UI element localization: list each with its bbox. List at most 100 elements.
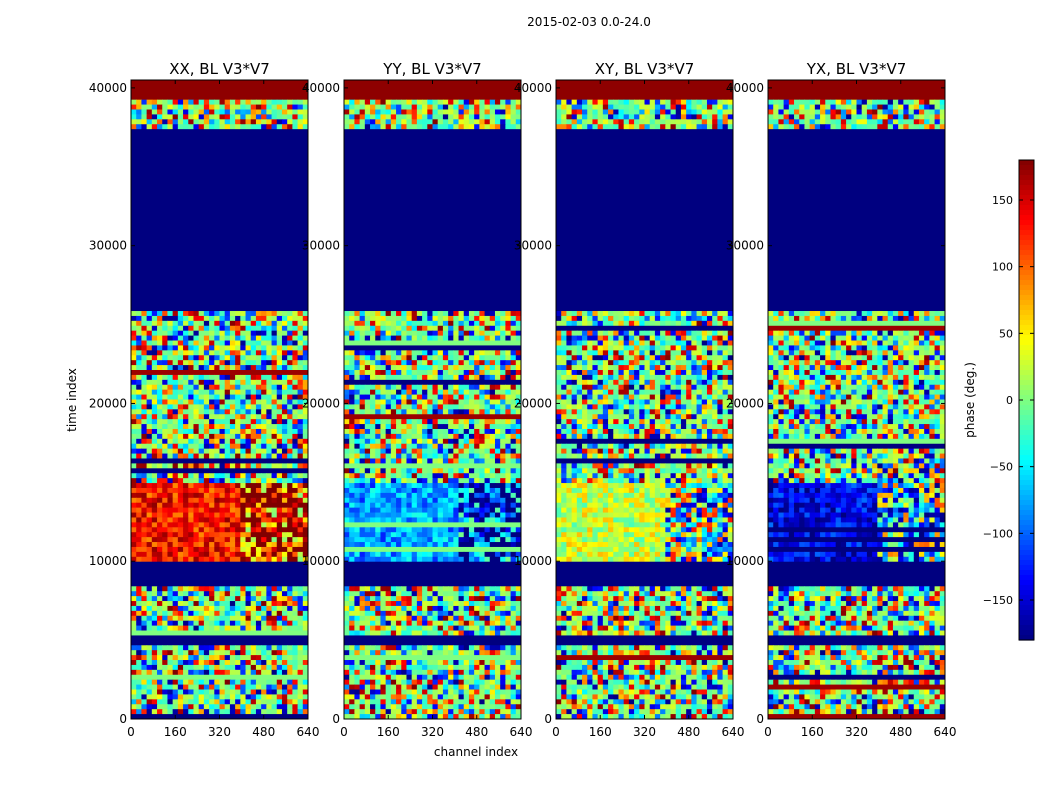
heatmap-cell xyxy=(188,556,195,563)
heatmap-cell xyxy=(131,109,137,116)
heatmap-cell xyxy=(255,620,262,627)
heatmap-cell xyxy=(474,453,480,460)
heatmap-cell xyxy=(364,615,371,622)
heatmap-cell xyxy=(484,483,491,489)
heatmap-cell xyxy=(401,674,408,681)
heatmap-cell xyxy=(390,335,397,342)
heatmap-cell xyxy=(292,414,299,420)
heatmap-cell xyxy=(198,502,205,509)
heatmap-cell xyxy=(266,586,273,592)
heatmap-cell xyxy=(344,428,350,435)
heatmap-cell xyxy=(281,591,288,597)
heatmap-cell xyxy=(448,330,454,337)
heatmap-cell xyxy=(209,522,215,528)
heatmap-cell xyxy=(188,345,195,351)
heatmap-cell xyxy=(390,448,397,455)
heatmap-cell xyxy=(349,532,356,538)
heatmap-cell xyxy=(198,394,205,401)
heatmap-cell xyxy=(359,399,366,406)
heatmap-band xyxy=(131,183,308,189)
heatmap-cell xyxy=(427,458,434,464)
heatmap-cell xyxy=(276,443,283,450)
heatmap-cell xyxy=(188,596,195,602)
heatmap-cell xyxy=(214,522,221,528)
heatmap-cell xyxy=(183,625,189,632)
heatmap-cell xyxy=(349,605,356,612)
heatmap-cell xyxy=(354,660,361,666)
heatmap-cell xyxy=(240,689,247,696)
heatmap-cell xyxy=(422,443,428,450)
y-tick-label: 30000 xyxy=(89,239,127,253)
heatmap-cell xyxy=(427,360,434,366)
heatmap-cell xyxy=(432,320,439,327)
heatmap-cell xyxy=(141,610,148,617)
heatmap-cell xyxy=(453,483,460,489)
heatmap-cell xyxy=(401,404,408,410)
heatmap-cell xyxy=(479,389,486,396)
heatmap-band xyxy=(344,173,521,179)
heatmap-cell xyxy=(474,119,480,125)
heatmap-cell xyxy=(422,468,428,474)
heatmap-cell xyxy=(157,311,163,317)
heatmap-cell xyxy=(198,114,205,120)
heatmap-cell xyxy=(396,502,402,509)
heatmap-cell xyxy=(385,664,392,671)
heatmap-cell xyxy=(224,669,231,676)
heatmap-cell xyxy=(442,99,449,106)
heatmap-cell xyxy=(401,384,408,391)
heatmap-cell xyxy=(489,389,496,396)
heatmap-band xyxy=(131,640,308,646)
heatmap-cell xyxy=(219,330,226,337)
heatmap-cell xyxy=(344,468,350,474)
heatmap-cell xyxy=(287,330,293,337)
heatmap-cell xyxy=(364,487,371,494)
heatmap-cell xyxy=(271,694,278,700)
heatmap-cell xyxy=(479,99,486,106)
heatmap-cell xyxy=(235,704,241,710)
heatmap-cell xyxy=(250,330,257,337)
heatmap-cell xyxy=(359,320,366,327)
heatmap-cell xyxy=(131,537,137,543)
heatmap-cell xyxy=(281,483,288,489)
heatmap-cell xyxy=(515,586,521,592)
heatmap-cell xyxy=(411,615,418,622)
heatmap-cell xyxy=(422,384,428,391)
heatmap-cell xyxy=(183,551,189,558)
heatmap-cell xyxy=(188,709,195,715)
heatmap-cell xyxy=(167,124,174,130)
heatmap-cell xyxy=(302,360,308,366)
heatmap-cell xyxy=(203,542,210,548)
heatmap-cell xyxy=(359,497,366,504)
heatmap-cell xyxy=(427,532,434,538)
heatmap-cell xyxy=(229,355,236,361)
heatmap-cell xyxy=(422,355,428,361)
heatmap-cell xyxy=(183,325,189,332)
heatmap-cell xyxy=(494,458,501,464)
heatmap-cell xyxy=(261,389,267,396)
heatmap-cell xyxy=(146,384,153,391)
heatmap-cell xyxy=(422,586,428,592)
heatmap-cell xyxy=(183,345,189,351)
heatmap-cell xyxy=(229,414,236,420)
heatmap-cell xyxy=(255,497,262,504)
heatmap-cell xyxy=(437,532,444,538)
heatmap-cell xyxy=(432,311,439,317)
heatmap-cell xyxy=(510,374,517,381)
heatmap-cell xyxy=(193,601,200,607)
heatmap-cell xyxy=(292,605,299,612)
heatmap-cell xyxy=(219,615,226,622)
heatmap-cell xyxy=(229,596,236,602)
heatmap-cell xyxy=(177,625,184,632)
heatmap-cell xyxy=(344,365,350,371)
heatmap-cell xyxy=(344,419,350,425)
heatmap-cell xyxy=(515,537,521,543)
heatmap-cell xyxy=(235,379,241,386)
heatmap-cell xyxy=(510,394,517,401)
heatmap-cell xyxy=(255,424,262,430)
heatmap-cell xyxy=(463,360,470,366)
heatmap-cell xyxy=(411,458,418,464)
heatmap-cell xyxy=(219,497,226,504)
heatmap-cell xyxy=(188,497,195,504)
heatmap-cell xyxy=(468,650,475,656)
heatmap-cell xyxy=(437,330,444,337)
